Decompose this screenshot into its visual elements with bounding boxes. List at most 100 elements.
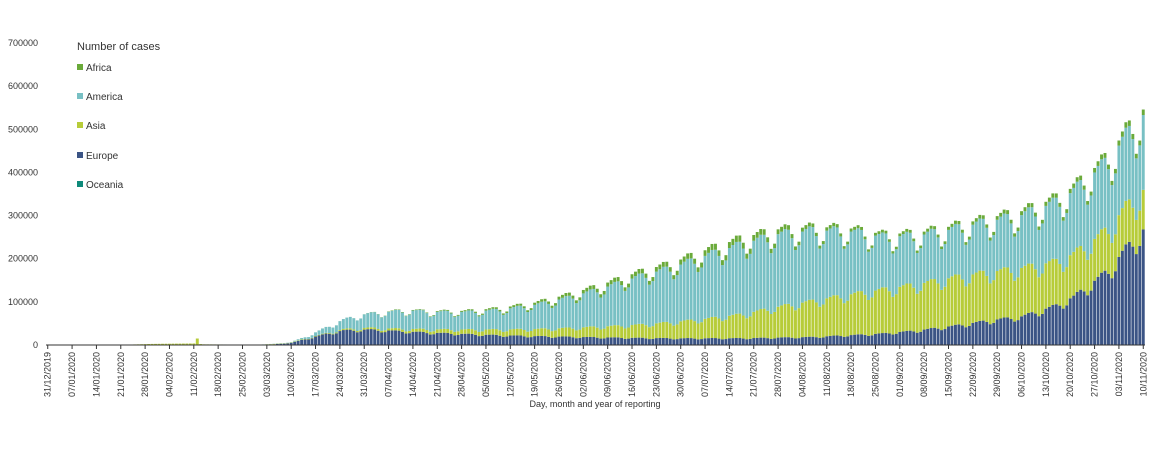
x-tick-label: 02/06/2020 bbox=[578, 352, 588, 397]
bar-africa bbox=[992, 231, 996, 236]
bar-africa bbox=[1120, 131, 1124, 137]
bar-europe bbox=[919, 331, 923, 345]
legend-label-america: America bbox=[86, 92, 123, 103]
x-tick-label: 21/04/2020 bbox=[432, 352, 442, 397]
legend-swatch-america bbox=[77, 93, 83, 99]
bar-europe bbox=[922, 329, 926, 345]
bar-asia bbox=[613, 325, 617, 338]
bar-africa bbox=[550, 305, 554, 308]
bar-europe bbox=[828, 335, 832, 345]
bar-america bbox=[609, 284, 613, 326]
bar-america bbox=[481, 314, 484, 332]
bar-europe bbox=[940, 330, 944, 345]
bar-africa bbox=[508, 306, 512, 309]
bar-asia bbox=[887, 291, 891, 334]
bar-europe bbox=[999, 318, 1003, 345]
bar-africa bbox=[1096, 161, 1100, 166]
bar-africa bbox=[505, 311, 509, 314]
bar-america bbox=[710, 249, 714, 317]
bar-europe bbox=[1086, 295, 1090, 345]
bar-america bbox=[627, 287, 630, 328]
bar-asia bbox=[331, 333, 335, 335]
bar-europe bbox=[456, 335, 460, 345]
bar-america bbox=[654, 271, 658, 324]
bar-europe bbox=[585, 336, 589, 345]
bar-asia bbox=[397, 328, 401, 331]
bar-africa bbox=[627, 283, 630, 288]
bar-europe bbox=[960, 325, 964, 345]
bar-asia bbox=[390, 328, 394, 331]
x-tick-label: 28/01/2020 bbox=[140, 352, 150, 397]
bar-europe bbox=[988, 324, 992, 345]
bar-africa bbox=[912, 238, 916, 242]
bar-america bbox=[1061, 220, 1065, 272]
bar-america bbox=[922, 234, 926, 283]
bar-europe bbox=[853, 334, 857, 345]
bar-europe bbox=[651, 338, 655, 345]
bar-europe bbox=[1002, 317, 1006, 345]
bar-america bbox=[915, 252, 919, 294]
bar-asia bbox=[1030, 263, 1034, 313]
legend-label-africa: Africa bbox=[86, 63, 112, 74]
bar-asia bbox=[487, 329, 491, 335]
bar-america bbox=[348, 316, 352, 329]
bar-europe bbox=[501, 336, 505, 345]
bar-europe bbox=[1141, 229, 1145, 345]
bar-africa bbox=[484, 309, 488, 311]
bar-america bbox=[585, 291, 589, 327]
bar-america bbox=[1027, 207, 1030, 264]
bar-america bbox=[981, 218, 985, 271]
bar-america bbox=[533, 304, 537, 330]
bar-asia bbox=[919, 290, 923, 332]
bar-america bbox=[773, 248, 777, 312]
bar-asia bbox=[512, 329, 516, 336]
bar-africa bbox=[988, 237, 992, 241]
bar-europe bbox=[1054, 304, 1058, 345]
bar-asia bbox=[387, 328, 391, 331]
bar-asia bbox=[863, 294, 867, 335]
bar-asia bbox=[154, 343, 158, 345]
bar-europe bbox=[373, 329, 377, 345]
bar-asia bbox=[1068, 255, 1072, 299]
bar-america bbox=[696, 271, 700, 324]
bar-europe bbox=[738, 338, 742, 345]
bar-africa bbox=[1054, 193, 1058, 198]
bar-africa bbox=[658, 264, 662, 270]
bar-africa bbox=[974, 218, 978, 222]
bar-africa bbox=[877, 231, 881, 234]
bar-asia bbox=[825, 298, 829, 337]
bar-america bbox=[477, 316, 481, 332]
bar-asia bbox=[1107, 234, 1110, 274]
bar-asia bbox=[394, 328, 397, 331]
bar-asia bbox=[470, 329, 474, 334]
x-tick-label: 03/03/2020 bbox=[262, 352, 272, 397]
bar-asia bbox=[164, 343, 168, 345]
bar-africa bbox=[623, 287, 627, 291]
x-axis: 31/12/2019 07/01/2020 14/01/2020 21/01/2020… bbox=[43, 345, 1148, 397]
legend-swatch-asia bbox=[77, 122, 83, 128]
bar-europe bbox=[425, 333, 429, 345]
bar-asia bbox=[1100, 229, 1103, 273]
bar-asia bbox=[501, 331, 505, 337]
bar-america bbox=[401, 312, 404, 330]
bar-europe bbox=[380, 332, 384, 345]
bar-africa bbox=[818, 245, 822, 249]
bar-europe bbox=[766, 338, 770, 345]
bar-africa bbox=[585, 287, 589, 292]
bar-europe bbox=[376, 330, 380, 345]
bar-africa bbox=[741, 242, 745, 249]
bar-america bbox=[373, 312, 377, 328]
bar-africa bbox=[769, 248, 773, 254]
bar-america bbox=[449, 313, 453, 331]
bar-america bbox=[637, 273, 641, 324]
bar-asia bbox=[1117, 215, 1121, 257]
bar-europe bbox=[446, 332, 450, 345]
bar-asia bbox=[867, 299, 870, 336]
bar-america bbox=[606, 286, 610, 327]
bar-europe bbox=[860, 334, 864, 345]
bar-africa bbox=[957, 221, 961, 225]
bar-america bbox=[557, 299, 561, 329]
bar-asia bbox=[571, 328, 575, 338]
bar-america bbox=[901, 234, 905, 286]
bar-europe bbox=[807, 336, 811, 345]
